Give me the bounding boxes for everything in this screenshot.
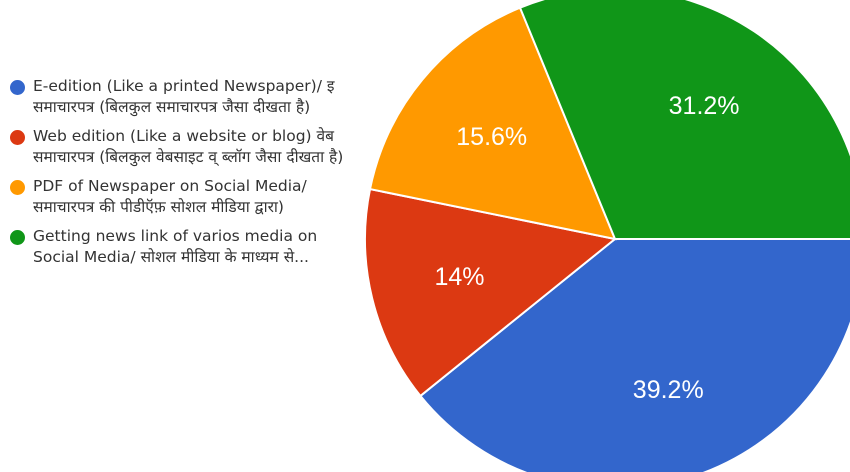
legend-color-marker xyxy=(10,180,25,195)
legend-label: Web edition (Like a website or blog) वेब… xyxy=(33,127,344,166)
pie-slice xyxy=(368,6,617,241)
legend-label: Getting news link of varios media on Soc… xyxy=(33,227,318,266)
legend-color-marker xyxy=(10,230,25,245)
legend-item: Web edition (Like a website or blog) वेब… xyxy=(10,126,355,168)
pie-slice xyxy=(518,0,850,240)
legend-label: PDF of Newspaper on Social Media/ समाचार… xyxy=(33,177,307,216)
legend-color-marker xyxy=(10,130,25,145)
pie-slice xyxy=(418,238,850,472)
slice-value-label: 31.2% xyxy=(669,92,740,120)
legend-color-marker xyxy=(10,80,25,95)
slice-value-label: 15.6% xyxy=(456,123,527,151)
chart-legend: E-edition (Like a printed Newspaper)/ इ … xyxy=(10,76,355,276)
slice-value-label: 14% xyxy=(435,263,485,291)
legend-label: E-edition (Like a printed Newspaper)/ इ … xyxy=(33,77,335,116)
legend-item: E-edition (Like a printed Newspaper)/ इ … xyxy=(10,76,355,118)
legend-item: Getting news link of varios media on Soc… xyxy=(10,226,355,268)
legend-item: PDF of Newspaper on Social Media/ समाचार… xyxy=(10,176,355,218)
pie-slice xyxy=(364,187,618,398)
slice-value-label: 39.2% xyxy=(633,376,704,404)
